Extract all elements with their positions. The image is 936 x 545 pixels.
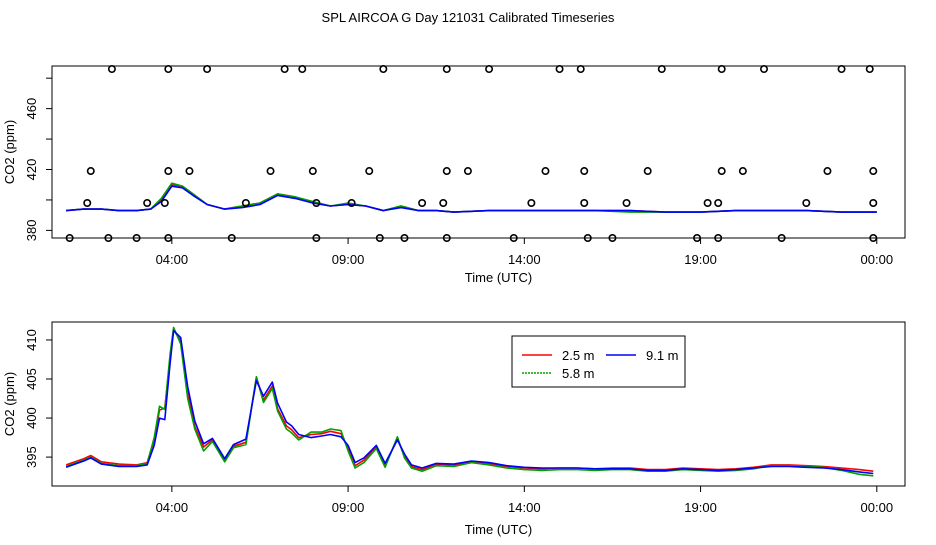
x-tick-label: 19:00	[684, 500, 717, 515]
sample-point	[65, 234, 74, 243]
x-tick-label: 14:00	[508, 500, 541, 515]
x-tick-label: 04:00	[156, 500, 189, 515]
sample-point	[442, 65, 451, 74]
sample-point	[527, 198, 536, 207]
sample-point	[241, 198, 250, 207]
legend-box	[511, 335, 686, 388]
sample-point	[643, 167, 652, 176]
sample-point	[576, 65, 585, 74]
sample-point	[509, 234, 518, 243]
legend-label-5-8m: 5.8 m	[562, 366, 595, 381]
sample-point	[312, 198, 321, 207]
sample-point	[164, 167, 173, 176]
sample-point	[164, 65, 173, 74]
sample-point	[580, 167, 589, 176]
series-line-25m	[65, 328, 874, 472]
sample-point	[439, 198, 448, 207]
sample-point	[347, 198, 356, 207]
sample-point	[227, 234, 236, 243]
x-tick-label: 00:00	[861, 500, 894, 515]
x-tick-label: 19:00	[684, 252, 717, 267]
x-tick-label: 00:00	[861, 252, 894, 267]
sample-point	[418, 198, 427, 207]
x-tick-label: 04:00	[156, 252, 189, 267]
sample-point	[308, 167, 317, 176]
sample-point	[143, 198, 152, 207]
top-panel: 04:00 09:00 14:00 19:00 00:00 380 420 460 Time (…	[2, 65, 906, 285]
legend: 2.5 m 5.8 m 9.1 m	[511, 335, 686, 388]
plot-frame	[51, 65, 906, 239]
sample-point	[738, 167, 747, 176]
sample-point	[703, 198, 712, 207]
series-line-58m	[65, 326, 874, 477]
sample-point	[714, 198, 723, 207]
sample-point	[869, 167, 878, 176]
sample-point	[714, 234, 723, 243]
y-tick-label: 460	[24, 98, 39, 120]
sample-point	[580, 198, 589, 207]
legend-label-9-1m: 9.1 m	[646, 348, 679, 363]
sample-point	[203, 65, 212, 74]
x-axis-label: Time (UTC)	[465, 270, 532, 285]
sample-point	[608, 234, 617, 243]
sample-point	[693, 234, 702, 243]
y-tick-label: 420	[24, 159, 39, 181]
sample-point	[622, 198, 631, 207]
sample-point	[132, 234, 141, 243]
sample-point	[583, 234, 592, 243]
y-tick-label: 395	[24, 446, 39, 468]
sample-point	[760, 65, 769, 74]
x-tick-label: 09:00	[332, 500, 365, 515]
sample-point	[442, 167, 451, 176]
sample-point	[266, 167, 275, 176]
y-tick-label: 380	[24, 220, 39, 242]
sample-point	[375, 234, 384, 243]
sample-point	[869, 198, 878, 207]
sample-point	[164, 234, 173, 243]
y-tick-label: 410	[24, 329, 39, 351]
sample-point	[104, 234, 113, 243]
sample-point	[823, 167, 832, 176]
x-tick-label: 14:00	[508, 252, 541, 267]
sample-point	[280, 65, 289, 74]
sample-point	[160, 198, 169, 207]
y-axis-label: CO2 (ppm)	[2, 120, 17, 184]
series-line-25m	[66, 183, 877, 213]
sample-point	[442, 234, 451, 243]
figure-title: SPL AIRCOA G Day 121031 Calibrated Times…	[322, 10, 615, 25]
sample-point	[777, 234, 786, 243]
sample-point	[555, 65, 564, 74]
sample-point	[400, 234, 409, 243]
sample-point	[541, 167, 550, 176]
series-line-58m	[66, 182, 877, 213]
sample-point	[717, 167, 726, 176]
sample-point	[837, 65, 846, 74]
legend-label-2-5m: 2.5 m	[562, 348, 595, 363]
sample-point	[802, 198, 811, 207]
plot-frame	[51, 321, 906, 487]
y-axis-label: CO2 (ppm)	[2, 372, 17, 436]
sample-point	[365, 167, 374, 176]
sample-point	[298, 65, 307, 74]
sample-point	[717, 65, 726, 74]
sample-point	[463, 167, 472, 176]
sample-point	[185, 167, 194, 176]
bottom-panel: 04:00 09:00 14:00 19:00 00:00 395 400 405 410 Tim…	[2, 321, 906, 537]
sample-point	[657, 65, 666, 74]
y-tick-label: 405	[24, 368, 39, 390]
sample-point	[86, 167, 95, 176]
x-axis-label: Time (UTC)	[465, 522, 532, 537]
sample-point	[485, 65, 494, 74]
sample-point	[83, 198, 92, 207]
sample-point	[865, 65, 874, 74]
sample-point	[107, 65, 116, 74]
sample-point	[312, 234, 321, 243]
sample-point	[869, 234, 878, 243]
series-line-91m	[65, 329, 874, 475]
sample-point	[379, 65, 388, 74]
y-tick-label: 400	[24, 407, 39, 429]
x-tick-label: 09:00	[332, 252, 365, 267]
